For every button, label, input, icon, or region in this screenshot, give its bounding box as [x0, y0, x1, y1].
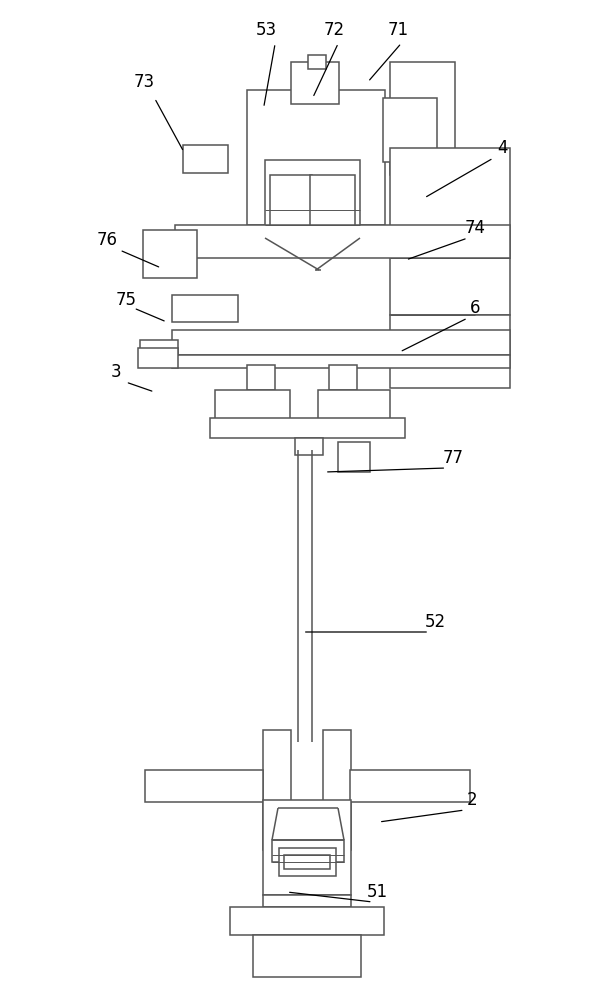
- Text: 6: 6: [470, 299, 481, 317]
- Bar: [263, 800, 351, 895]
- Text: 72: 72: [324, 21, 345, 39]
- Bar: [279, 848, 336, 876]
- Bar: [270, 175, 312, 230]
- Bar: [310, 175, 355, 230]
- Text: 77: 77: [443, 449, 464, 467]
- Text: 53: 53: [256, 21, 277, 39]
- Bar: [383, 98, 437, 162]
- Bar: [390, 62, 455, 175]
- Bar: [175, 225, 510, 258]
- Text: 73: 73: [134, 73, 154, 91]
- Bar: [323, 730, 351, 850]
- Bar: [329, 365, 357, 390]
- Bar: [295, 438, 323, 455]
- Bar: [390, 315, 510, 388]
- Text: 52: 52: [425, 613, 446, 631]
- Bar: [308, 55, 326, 69]
- Bar: [247, 365, 275, 390]
- Bar: [145, 770, 263, 802]
- Bar: [263, 895, 351, 907]
- Text: 51: 51: [367, 883, 387, 901]
- Text: 3: 3: [111, 363, 122, 381]
- Bar: [350, 770, 470, 802]
- Bar: [210, 418, 405, 438]
- Text: 74: 74: [465, 219, 485, 237]
- Bar: [230, 907, 384, 935]
- Bar: [172, 295, 238, 322]
- Text: 75: 75: [115, 291, 136, 309]
- Bar: [272, 840, 344, 862]
- Bar: [284, 855, 330, 869]
- Bar: [140, 340, 178, 355]
- Bar: [143, 230, 197, 278]
- Bar: [265, 160, 360, 238]
- Bar: [183, 145, 228, 173]
- Bar: [338, 442, 370, 472]
- Bar: [390, 148, 510, 315]
- Bar: [138, 348, 178, 368]
- Bar: [172, 355, 510, 368]
- Bar: [253, 935, 361, 977]
- Bar: [263, 730, 291, 850]
- Bar: [291, 62, 339, 104]
- Text: 76: 76: [97, 231, 118, 249]
- Bar: [172, 330, 510, 355]
- Text: 2: 2: [466, 791, 478, 809]
- Bar: [318, 390, 390, 420]
- Text: 4: 4: [497, 139, 508, 157]
- Bar: [215, 390, 290, 420]
- Bar: [247, 90, 385, 225]
- Text: 71: 71: [388, 21, 409, 39]
